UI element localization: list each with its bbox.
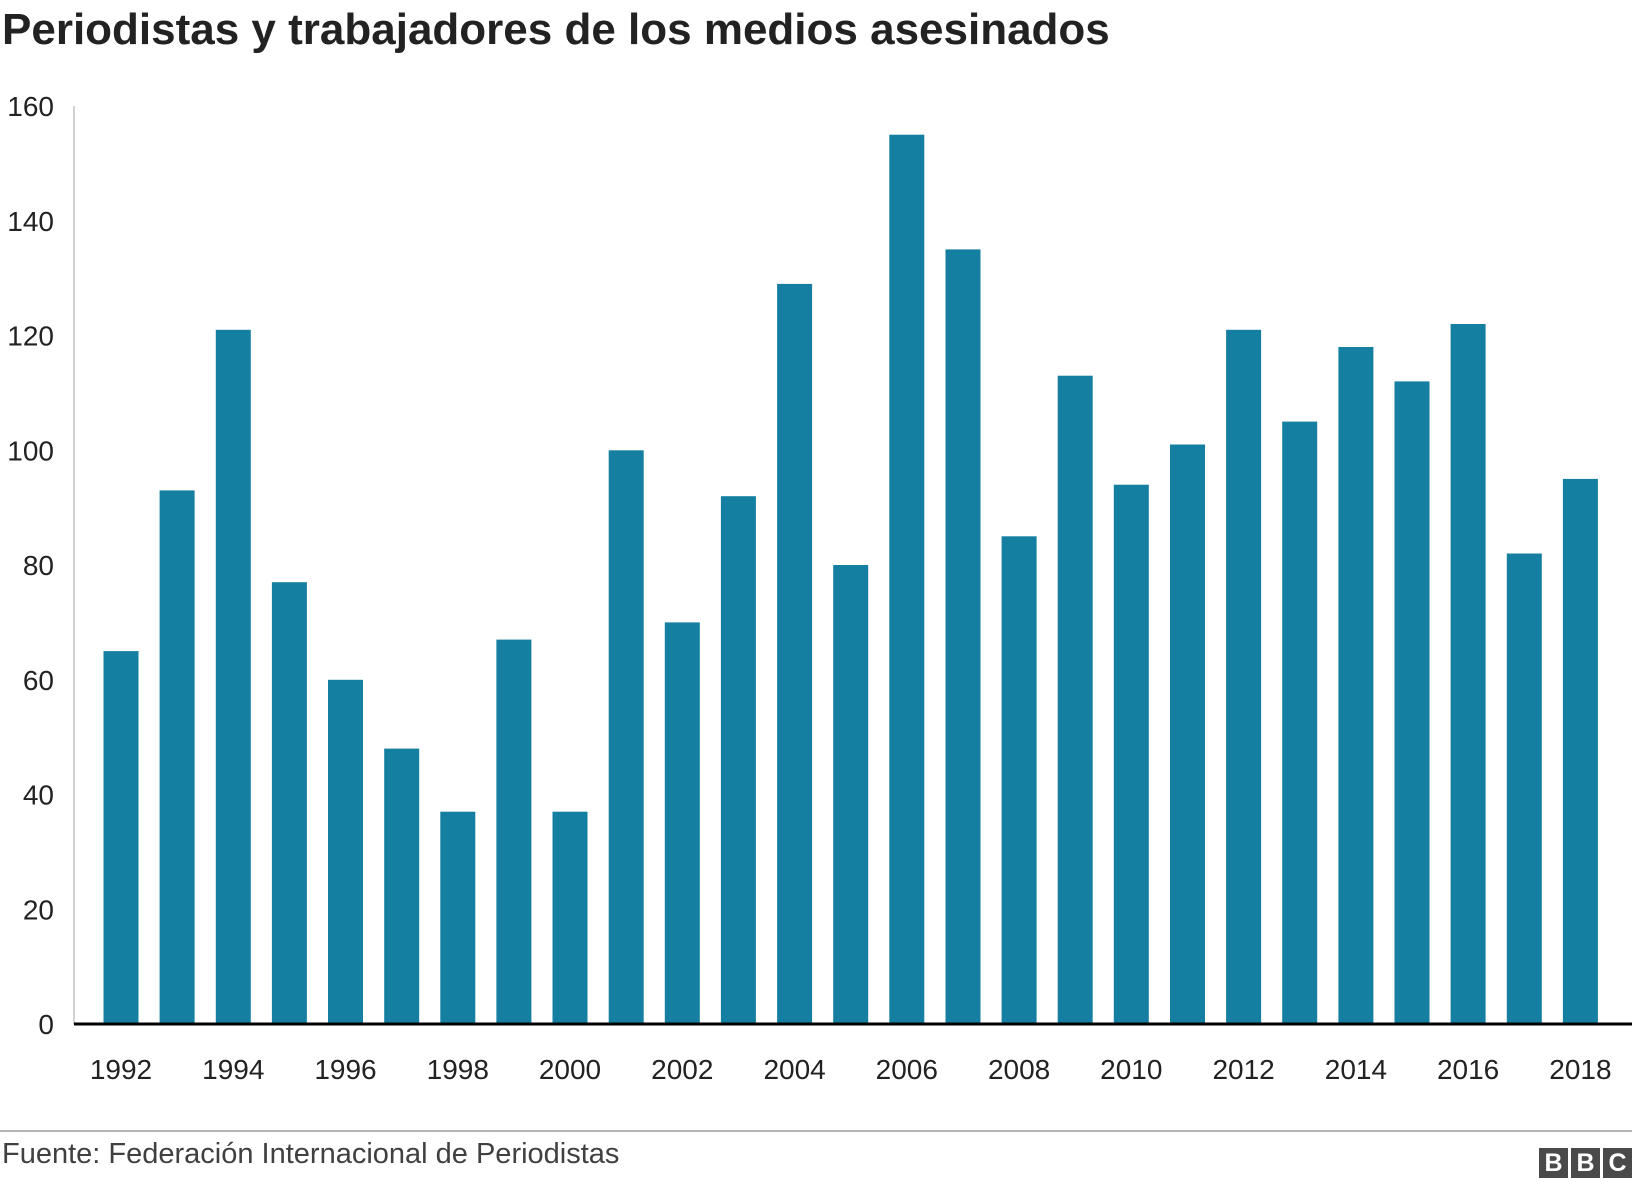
x-tick-label: 2018 — [1549, 1054, 1611, 1085]
x-tick-label: 1994 — [202, 1054, 264, 1085]
bar — [664, 622, 700, 1024]
bar — [1170, 444, 1205, 1024]
source-note: Fuente: Federación Internacional de Peri… — [2, 1138, 620, 1170]
bar-chart: 0 20 40 60 80 100 120 140 160 1992 1994 1996 1998 20… — [7, 91, 1632, 1085]
bar — [328, 679, 363, 1025]
x-tick-label: 2014 — [1325, 1054, 1387, 1085]
x-tick-label: 2002 — [651, 1054, 713, 1085]
bar — [720, 496, 756, 1024]
bar — [1113, 484, 1149, 1024]
x-tick-label: 2012 — [1212, 1054, 1274, 1085]
bbc-logo: B B C — [1539, 1148, 1632, 1178]
y-tick-label: 120 — [7, 321, 54, 352]
bar — [1338, 347, 1374, 1024]
bar — [103, 651, 139, 1024]
bar — [1226, 329, 1262, 1024]
bar — [945, 249, 981, 1024]
y-tick-label: 100 — [7, 435, 54, 466]
y-tick-label: 40 — [23, 780, 54, 811]
bar — [1506, 553, 1542, 1024]
bbc-logo-letter: B — [1539, 1148, 1568, 1178]
x-tick-label: 2008 — [988, 1054, 1050, 1085]
bar — [159, 490, 195, 1024]
chart-title: Periodistas y trabajadores de los medios… — [2, 5, 1110, 54]
bar — [440, 811, 476, 1024]
footer-divider — [0, 1130, 1632, 1132]
bar — [271, 582, 307, 1024]
y-tick-label: 0 — [38, 1009, 54, 1040]
x-tick-label: 2000 — [539, 1054, 601, 1085]
bbc-logo-letter: C — [1603, 1148, 1632, 1178]
bar — [552, 811, 588, 1024]
bar — [1001, 536, 1037, 1024]
x-tick-label: 2010 — [1100, 1054, 1162, 1085]
bar — [215, 329, 251, 1024]
x-tick-label: 2006 — [876, 1054, 938, 1085]
y-tick-label: 20 — [23, 894, 54, 925]
y-tick-label: 160 — [7, 91, 54, 122]
bar — [1450, 324, 1486, 1024]
bars — [103, 134, 1598, 1025]
bar — [384, 748, 420, 1024]
y-tick-label: 140 — [7, 206, 54, 237]
x-tick-label: 1996 — [314, 1054, 376, 1085]
bar — [889, 134, 925, 1024]
bar — [1562, 478, 1598, 1024]
x-axis: 1992 1994 1996 1998 2000 2002 2004 2006 2008 2010… — [74, 1022, 1632, 1085]
x-tick-label: 1992 — [90, 1054, 152, 1085]
y-tick-label: 60 — [23, 665, 54, 696]
y-tick-label: 80 — [23, 550, 54, 581]
y-axis: 0 20 40 60 80 100 120 140 160 — [7, 91, 75, 1040]
x-tick-label: 2016 — [1437, 1054, 1499, 1085]
bar — [833, 565, 869, 1024]
bbc-logo-letter: B — [1571, 1148, 1600, 1178]
bar — [608, 450, 644, 1025]
x-tick-label: 1998 — [427, 1054, 489, 1085]
x-tick-label: 2004 — [763, 1054, 825, 1085]
bar — [1282, 421, 1318, 1025]
bar — [496, 639, 532, 1024]
bar — [777, 283, 813, 1024]
bar — [1394, 381, 1430, 1024]
bar — [1057, 375, 1093, 1024]
